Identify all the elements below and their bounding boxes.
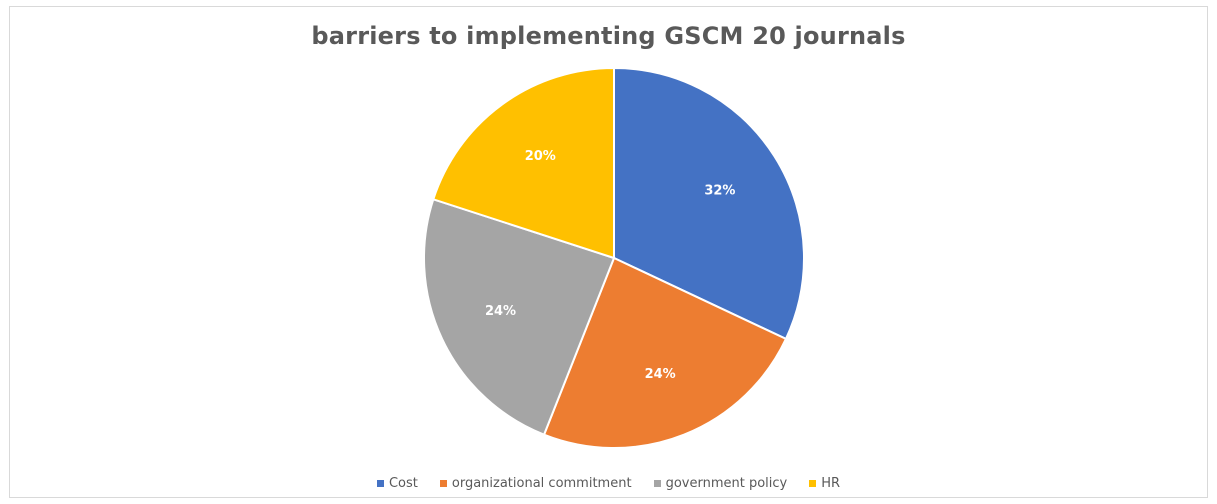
legend-label-organizational-commitment: organizational commitment	[451, 476, 632, 491]
data-label-hr: 20%	[525, 149, 556, 164]
data-label-organizational-commitment: 24%	[645, 367, 676, 382]
legend-label-hr: HR	[821, 476, 841, 491]
legend-swatch-hr	[809, 480, 817, 487]
data-label-government-policy: 24%	[485, 304, 516, 319]
pie-slice-organizational-commitment	[542, 256, 788, 449]
legend-item-government-policy: government policy	[653, 476, 788, 491]
legend-item-hr: HR	[809, 476, 840, 491]
legend-item-cost: Cost	[376, 476, 418, 491]
pie-slice-cost	[613, 66, 805, 341]
legend-label-cost: Cost	[388, 476, 418, 491]
legend-swatch-organizational-commitment	[439, 480, 447, 487]
legend-swatch-government-policy	[653, 480, 661, 487]
legend-swatch-cost	[376, 480, 384, 487]
chart-title: barriers to implementing GSCM 20 journal…	[311, 22, 906, 50]
data-label-cost: 32%	[704, 183, 735, 198]
pie-slice-government-policy	[423, 198, 616, 436]
legend-label-government-policy: government policy	[665, 476, 788, 491]
chart-legend: Cost organizational commitment government …	[0, 476, 1217, 491]
pie-slice-hr	[432, 66, 615, 260]
legend-item-organizational-commitment: organizational commitment	[439, 476, 632, 491]
